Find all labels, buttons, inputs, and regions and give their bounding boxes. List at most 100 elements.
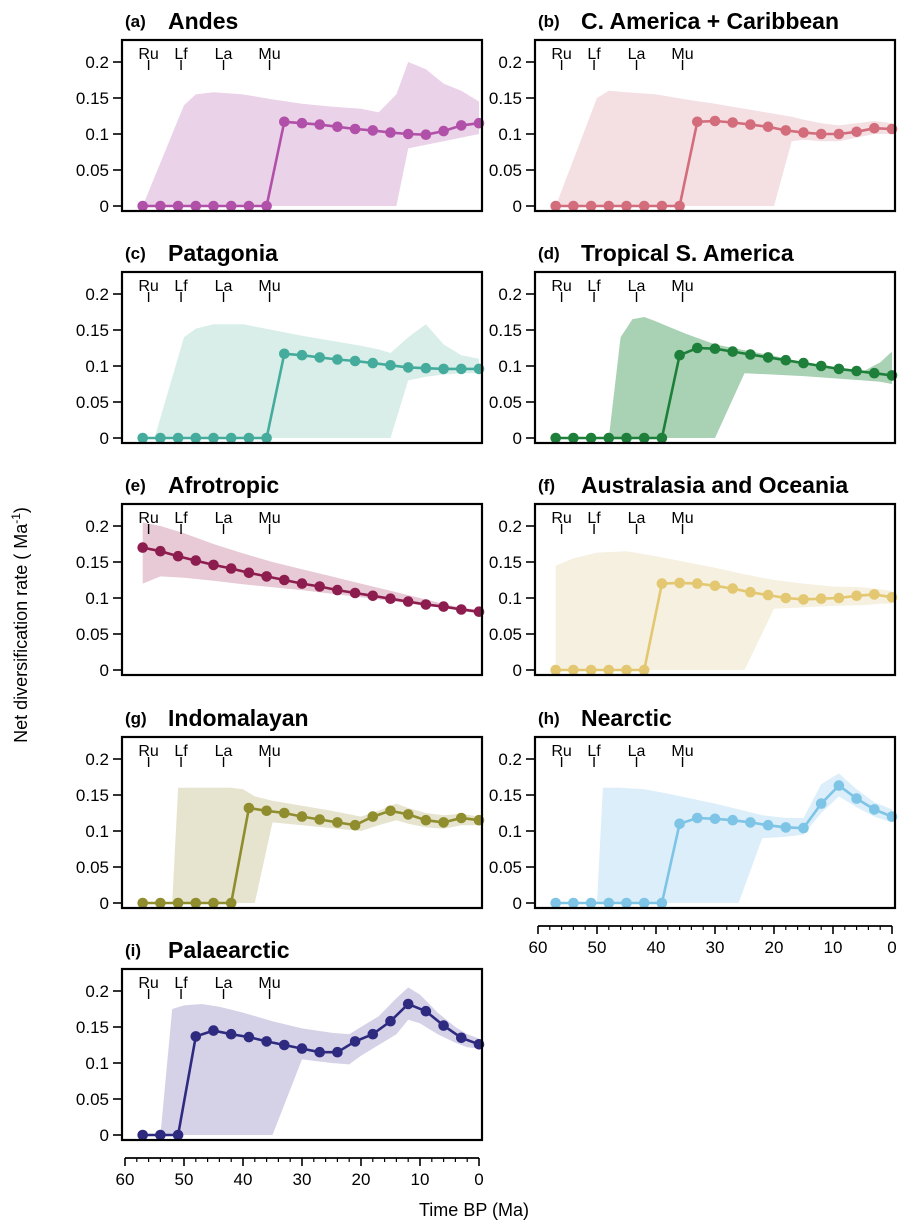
epoch-label: La xyxy=(215,46,233,63)
data-point xyxy=(585,432,597,444)
data-point xyxy=(243,802,255,814)
epoch-label: La xyxy=(215,743,233,760)
data-point xyxy=(621,664,632,676)
data-point xyxy=(402,998,414,1010)
y-tick-label: 0.15 xyxy=(489,553,522,572)
data-point xyxy=(137,1129,148,1141)
epoch-label: Lf xyxy=(174,743,188,760)
data-point xyxy=(314,119,326,130)
data-point xyxy=(438,601,449,612)
data-point xyxy=(727,117,738,128)
data-point xyxy=(833,592,845,604)
y-tick-label: 0.15 xyxy=(76,89,109,108)
data-point xyxy=(367,125,379,136)
data-point xyxy=(332,817,343,828)
data-point xyxy=(674,577,685,589)
data-point xyxy=(638,432,650,444)
data-point xyxy=(225,563,237,574)
data-point xyxy=(762,819,774,831)
confidence-band xyxy=(172,787,479,903)
data-point xyxy=(709,813,721,825)
data-point xyxy=(438,363,449,375)
epoch-label: Mu xyxy=(258,278,280,295)
data-point xyxy=(798,822,809,834)
data-point xyxy=(385,127,396,138)
data-point xyxy=(172,897,184,909)
y-axis-title-text: Net diversification rate ( Ma xyxy=(11,523,31,743)
data-point xyxy=(332,354,343,365)
data-point xyxy=(692,578,703,589)
x-tick-label: 50 xyxy=(588,938,607,957)
y-tick-label: 0 xyxy=(513,894,522,913)
panel-letter: (e) xyxy=(125,476,146,495)
data-point xyxy=(638,897,650,909)
epoch-label: Mu xyxy=(258,743,280,760)
plot-frame xyxy=(533,735,897,910)
data-point xyxy=(851,365,862,377)
confidence-band xyxy=(142,62,479,206)
data-point xyxy=(402,596,414,607)
data-point xyxy=(137,432,148,444)
epoch-label: Lf xyxy=(174,975,188,992)
data-point xyxy=(798,594,809,605)
epoch-label: Mu xyxy=(671,510,693,527)
data-point xyxy=(243,432,255,444)
data-point xyxy=(869,589,880,600)
y-tick-label: 0.1 xyxy=(85,589,109,608)
data-point xyxy=(456,363,467,375)
panel-letter: (c) xyxy=(125,244,146,263)
x-tick-label: 0 xyxy=(887,938,896,957)
data-point xyxy=(208,559,219,571)
x-tick-label: 30 xyxy=(706,938,725,957)
x-tick-label: 30 xyxy=(293,1170,312,1189)
data-point xyxy=(745,817,756,828)
y-tick-label: 0.15 xyxy=(76,786,109,805)
panel-g: Ru Lf La Mu 0 0.05 0.1 0.15 0.2 (g) Indomalayan xyxy=(76,705,485,913)
y-tick-label: 0.15 xyxy=(76,321,109,340)
data-point xyxy=(621,897,632,909)
data-point xyxy=(172,550,184,562)
plot-frame xyxy=(533,270,897,445)
epoch-label: La xyxy=(215,975,233,992)
epoch-label: La xyxy=(628,510,646,527)
x-tick-label: 10 xyxy=(824,938,843,957)
data-point xyxy=(208,1025,219,1036)
x-tick-label: 20 xyxy=(765,938,784,957)
y-tick-label: 0.1 xyxy=(85,1054,109,1073)
epoch-label: Lf xyxy=(587,510,601,527)
data-point xyxy=(385,593,396,604)
data-point xyxy=(243,1031,255,1043)
data-point xyxy=(674,200,685,212)
data-point xyxy=(279,574,290,586)
data-point xyxy=(190,200,202,212)
chart-panels: Ru Lf La Mu 0 0.05 0.1 0.15 0.2 (a) Andes Ru Lf La Mu 0… xyxy=(76,8,898,1145)
data-point xyxy=(349,355,361,367)
epoch-label: Ru xyxy=(551,743,571,760)
data-point xyxy=(296,578,308,589)
panel-letter: (a) xyxy=(125,12,146,31)
y-tick-label: 0.15 xyxy=(489,786,522,805)
data-point xyxy=(456,812,467,824)
panel-title: Patagonia xyxy=(168,240,278,266)
y-tick-label: 0.05 xyxy=(76,625,109,644)
data-point xyxy=(745,349,756,360)
data-point xyxy=(727,346,738,357)
data-point xyxy=(296,117,308,129)
data-point xyxy=(638,664,650,676)
data-point xyxy=(296,1043,308,1054)
data-point xyxy=(833,363,845,375)
data-point xyxy=(420,814,432,826)
y-tick-label: 0.1 xyxy=(85,822,109,841)
data-point xyxy=(172,432,184,444)
x-tick-label: 0 xyxy=(474,1170,483,1189)
data-point xyxy=(585,897,597,909)
data-point xyxy=(780,822,792,833)
data-point xyxy=(208,897,219,909)
data-point xyxy=(780,354,792,366)
y-tick-label: 0.05 xyxy=(76,161,109,180)
y-tick-label: 0.2 xyxy=(498,517,522,536)
data-point xyxy=(296,349,308,361)
data-point xyxy=(225,1028,237,1040)
data-point xyxy=(385,1015,396,1027)
data-point xyxy=(261,432,272,444)
